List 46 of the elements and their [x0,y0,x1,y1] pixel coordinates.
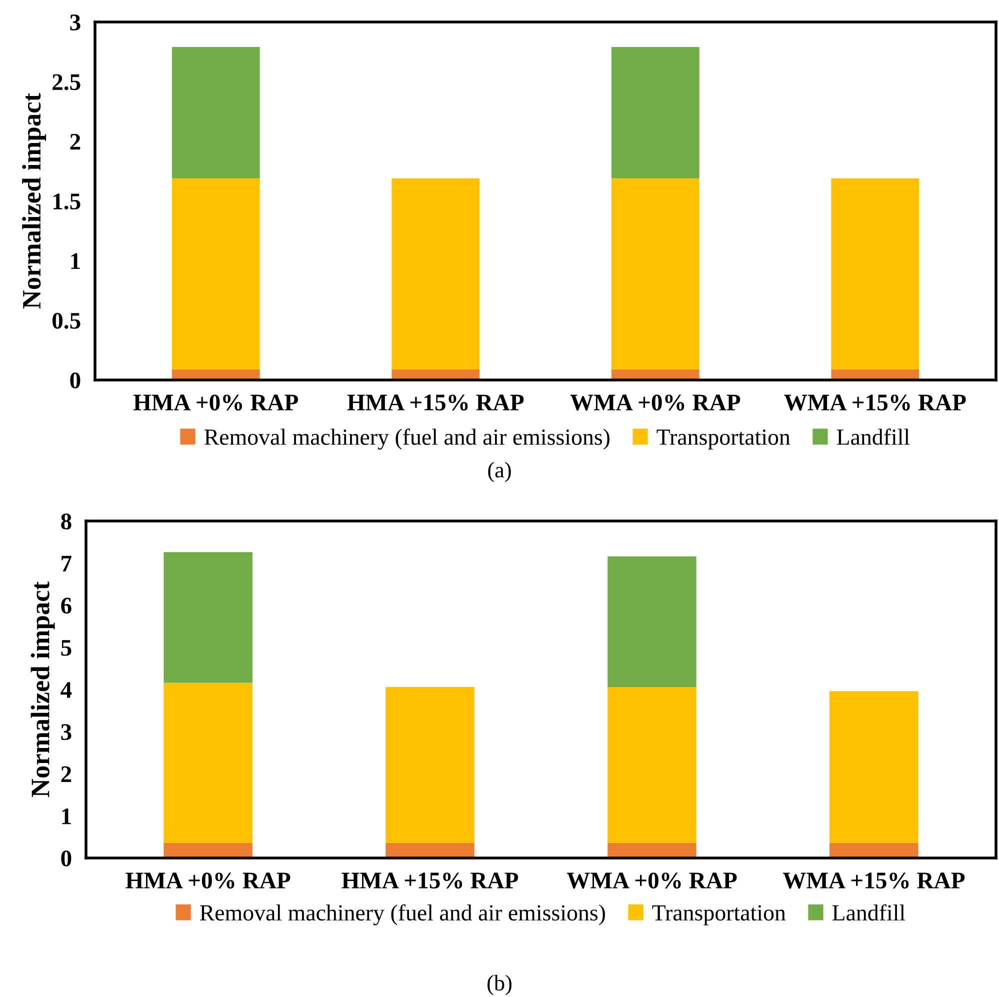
bar [392,178,480,370]
bar [386,686,474,843]
x-tick-label: HMA +0% RAP [126,872,290,889]
legend-label: Removal machinery (fuel and air emissions) [200,904,605,926]
legend-label: Landfill [836,428,910,445]
x-tick-label: HMA +0% RAP [133,394,298,411]
legend-label: Transportation [656,430,790,450]
bar [611,47,700,178]
bar [164,682,252,843]
legend-label: Transportation [652,905,786,926]
bar [172,47,260,178]
x-tick-label: WMA +0% RAP [570,394,740,411]
y-tick-label: 1.5 [53,194,80,210]
bar [611,178,700,370]
y-tick-label: 5 [61,640,72,656]
x-tick-label: HMA +15% RAP [347,394,524,411]
y-tick-label: 0 [70,372,80,388]
y-tick-label: 3 [61,724,72,740]
y-tick-label: 7 [62,556,72,572]
x-tick-label: WMA +15% RAP [784,394,966,411]
y-tick-label: 3 [70,14,80,30]
y-tick-label: 2 [61,766,72,782]
text: (a) [488,462,511,482]
x-tick-label: HMA +15% RAP [342,872,518,889]
bar [164,552,252,683]
bar [831,178,920,370]
bar [172,178,260,370]
y-tick-label: 2.5 [52,74,80,90]
text: (b) [488,974,512,996]
bar [830,691,918,843]
y-tick-label: 1 [71,253,80,269]
y-tick-label: 6 [61,598,72,614]
legend-label: Landfill [832,904,906,921]
y-tick-label: 8 [61,513,72,530]
y-tick-label: 2 [70,134,80,150]
y-tick-label: 1 [62,808,71,824]
y-tick-label: 0.5 [52,312,80,329]
y-tick-label: 0 [61,850,72,866]
bar [608,556,696,687]
bar [608,686,696,843]
x-tick-label: WMA +0% RAP [566,872,737,889]
y-tick-label: 4 [60,682,72,698]
y-axis-title: Normalized impact [30,582,55,798]
y-axis-title: Normalized impact [22,93,46,309]
x-tick-label: WMA +15% RAP [782,872,965,889]
legend-label: Removal machinery (fuel and air emissions) [204,428,610,450]
